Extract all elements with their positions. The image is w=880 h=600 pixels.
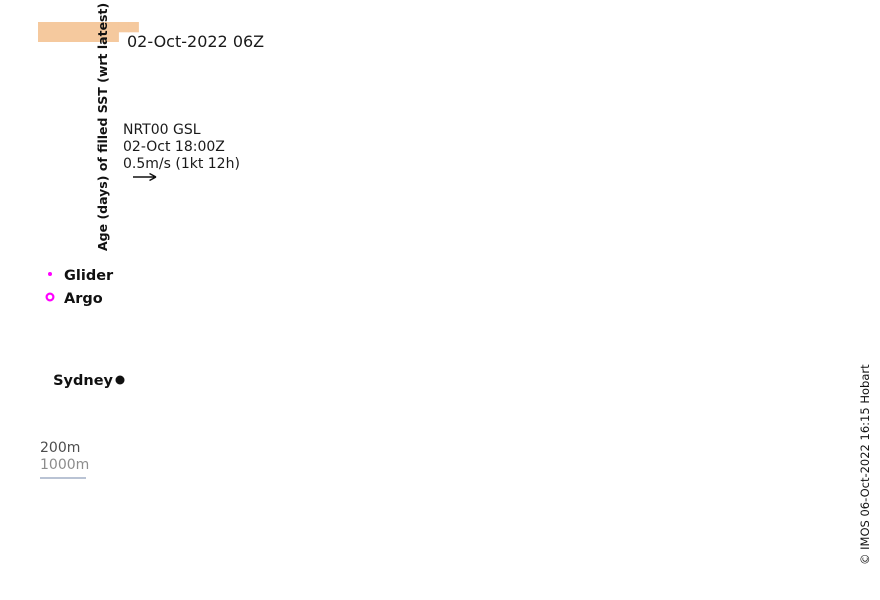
colorbar-axis-label: Age (days) of filled SST (wrt latest) — [95, 3, 110, 251]
city-dot — [115, 375, 125, 385]
depth-1000m-label: 1000m — [40, 457, 89, 473]
glider-marker-icon — [48, 272, 52, 276]
glider-legend-label: Glider — [64, 268, 114, 284]
sst-age-heatmap — [38, 22, 139, 42]
plot-title: 02-Oct-2022 06Z — [127, 32, 264, 51]
vector-scale-label: 0.5m/s (1kt 12h) — [123, 156, 240, 172]
depth-200m-label: 200m — [40, 440, 80, 456]
model-time-label: 02-Oct 18:00Z — [123, 139, 225, 155]
copyright-label: © IMOS 06-Oct-2022 16:15 Hobart — [858, 364, 872, 565]
argo-marker-icon — [45, 292, 55, 302]
argo-legend-label: Argo — [64, 291, 103, 307]
scale-arrow-icon — [133, 172, 157, 182]
model-name-label: NRT00 GSL — [123, 122, 201, 138]
city-label: Sydney — [53, 373, 113, 389]
